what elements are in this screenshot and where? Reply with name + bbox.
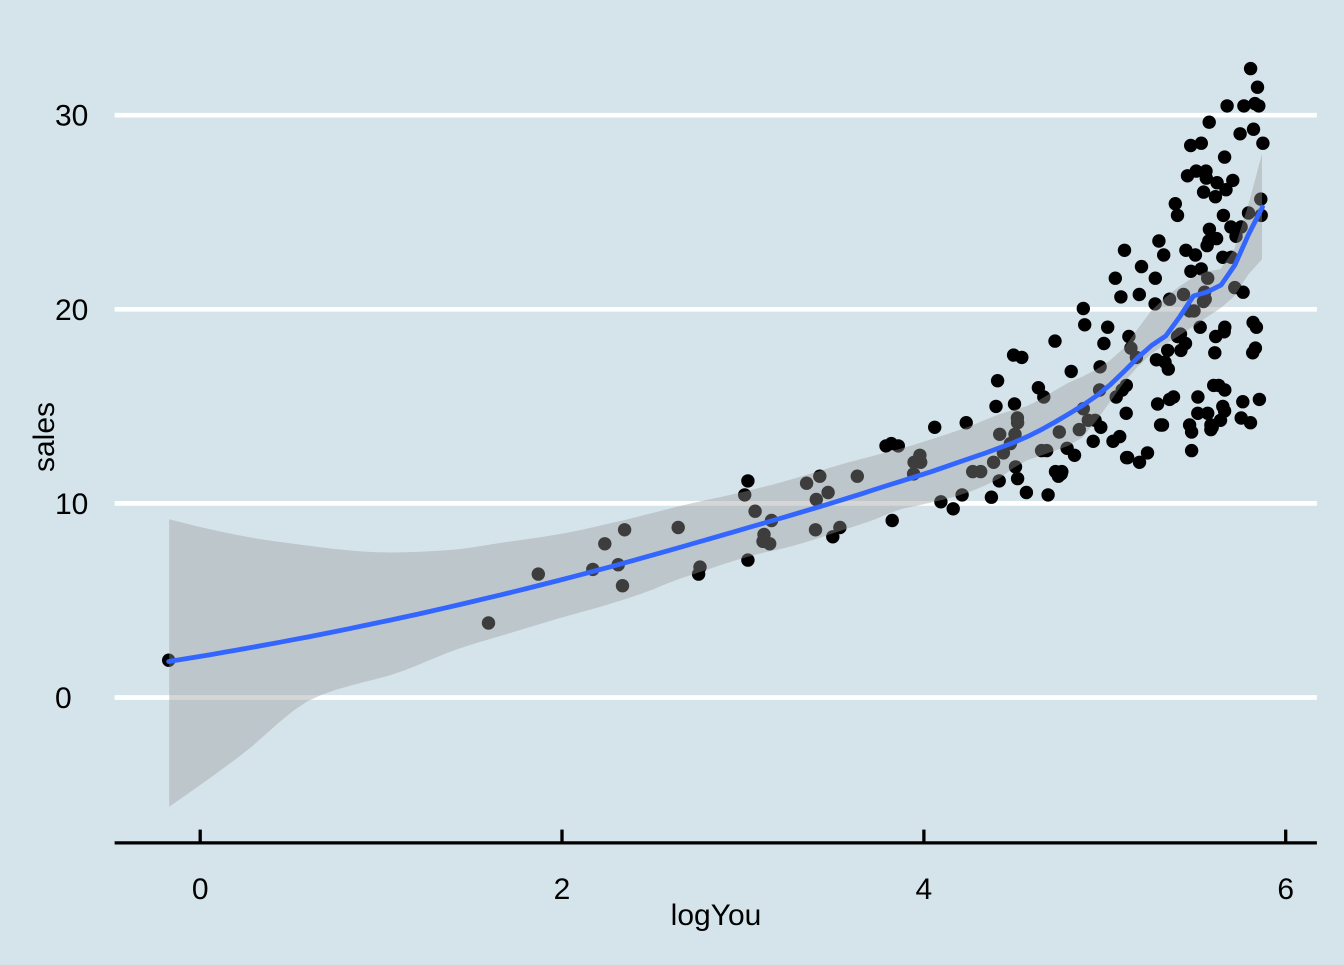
svg-text:10: 10 — [55, 488, 88, 521]
svg-text:0: 0 — [55, 682, 72, 715]
svg-text:20: 20 — [55, 294, 88, 327]
svg-text:30: 30 — [55, 100, 88, 133]
svg-text:0: 0 — [192, 873, 209, 906]
svg-text:sales: sales — [28, 402, 61, 472]
svg-text:2: 2 — [554, 873, 571, 906]
svg-text:4: 4 — [916, 873, 933, 906]
svg-text:logYou: logYou — [671, 899, 762, 932]
svg-text:6: 6 — [1277, 873, 1294, 906]
